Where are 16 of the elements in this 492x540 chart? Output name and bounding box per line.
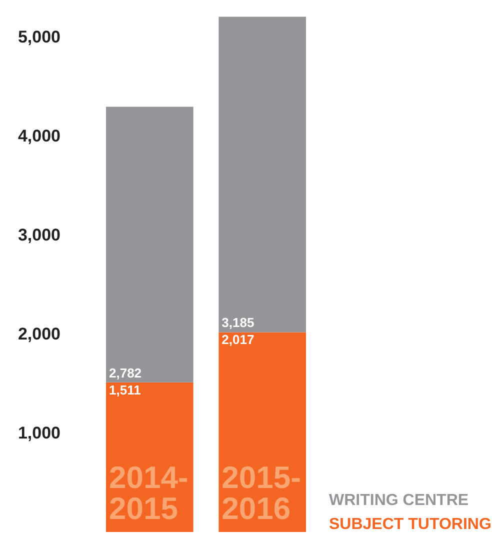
bar [106,106,194,382]
y-tick-label: 5,000 [18,27,60,46]
x-tick-label: 2014-2015 [109,460,188,526]
y-tick-label: 2,000 [18,324,60,344]
x-tick-label: 2015-2016 [222,460,301,526]
data-label: 2,782 [109,365,142,380]
y-tick-label: 4,000 [18,126,60,146]
bar [218,16,306,332]
data-label: 2,017 [222,332,254,348]
data-label: 3,185 [222,315,254,330]
bar [218,332,306,532]
y-tick-label: 3,000 [18,225,60,244]
y-tick-label: 1,000 [18,423,60,442]
series-label: SUBJECT TUTORING [329,516,492,533]
text: WRITING CENTRE [329,492,469,509]
data-label: 1,511 [109,382,141,398]
